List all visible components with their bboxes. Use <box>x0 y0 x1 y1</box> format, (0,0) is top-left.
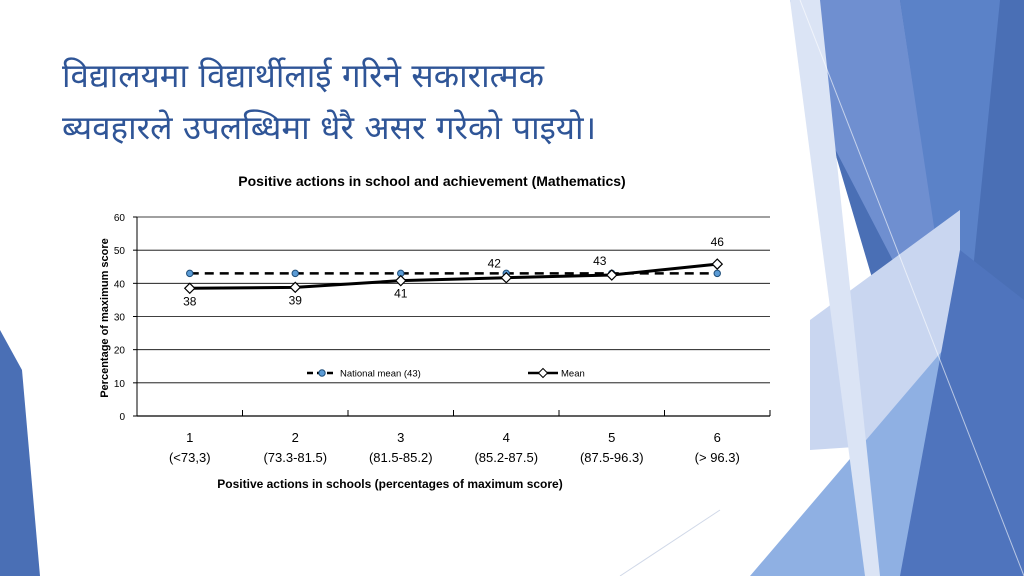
right-sliver-pale <box>790 0 880 576</box>
y-tick-labels: 0 10 20 30 40 50 60 <box>114 213 126 423</box>
x-tick-range: (<73,3) <box>169 450 211 465</box>
y-tick-label: 10 <box>114 379 126 390</box>
legend-marker <box>318 369 326 377</box>
mean-point <box>183 282 196 295</box>
x-tick-range: (> 96.3) <box>695 450 740 465</box>
national-mean-point <box>713 269 721 278</box>
slide-title-line-2: ब्यवहारले उपलब्धिमा धेरै असर गरेको पाइयो… <box>62 108 597 147</box>
mean-data-label: 43 <box>593 254 607 268</box>
right-panel-light <box>900 0 1000 400</box>
mean-data-label: 41 <box>394 287 408 301</box>
x-tick-number: 5 <box>608 430 615 445</box>
mean-data-label: 39 <box>289 293 303 307</box>
grid-lines <box>133 216 771 417</box>
right-panel-bottom <box>900 250 1024 576</box>
slide-title: विद्यालयमा विद्यार्थीलाई गरिने सकारात्मक… <box>62 50 822 154</box>
left-triangle <box>0 330 40 576</box>
mean-data-label: 42 <box>488 257 502 271</box>
x-tick-labels: 1 (<73,3) 2 (73.3-81.5) 3 (81.5-85.2) 4 (85.2-8… <box>169 430 740 465</box>
y-tick-label: 20 <box>114 346 126 357</box>
y-tick-label: 30 <box>114 313 126 324</box>
x-tick-range: (85.2-87.5) <box>474 450 538 465</box>
legend-label: National mean (43) <box>340 369 421 380</box>
y-tick-label: 50 <box>114 246 126 257</box>
legend-label: Mean <box>561 369 585 380</box>
x-tick-range: (73.3-81.5) <box>263 450 327 465</box>
x-tick-number: 2 <box>292 430 299 445</box>
mean-data-label: 46 <box>711 235 725 249</box>
chart-title: Positive actions in school and achieveme… <box>238 173 625 189</box>
x-tick-number: 6 <box>714 430 721 445</box>
mean-point <box>711 258 724 270</box>
x-tick-number: 4 <box>503 430 510 445</box>
y-tick-label: 0 <box>119 412 125 423</box>
x-tick-number: 3 <box>397 430 404 445</box>
y-tick-label: 60 <box>114 213 126 224</box>
mean-point <box>394 274 407 287</box>
national-mean-point <box>186 269 194 278</box>
x-tick-range: (81.5-85.2) <box>369 450 433 465</box>
mean-point <box>605 269 618 281</box>
x-axis-label: Positive actions in schools (percentages… <box>217 477 562 491</box>
national-mean-point <box>291 269 299 278</box>
mean-line <box>189 262 718 290</box>
mean-point <box>289 281 302 294</box>
thin-line-2 <box>799 0 1024 576</box>
mean-point <box>500 271 513 284</box>
slide-title-line-1: विद्यालयमा विद्यार्थीलाई गरिने सकारात्मक <box>62 56 545 95</box>
thin-line-1 <box>619 509 721 576</box>
legend: National mean (43) Mean <box>307 367 585 380</box>
x-tick-number: 1 <box>186 430 193 445</box>
y-tick-label: 40 <box>114 279 126 290</box>
legend-marker <box>537 367 549 379</box>
x-tick-range: (87.5-96.3) <box>580 450 644 465</box>
y-axis-label: Percentage of maximum score <box>99 238 111 398</box>
mean-data-label: 38 <box>183 294 197 308</box>
series-layer: 38 39 41 42 43 46 <box>183 235 724 308</box>
